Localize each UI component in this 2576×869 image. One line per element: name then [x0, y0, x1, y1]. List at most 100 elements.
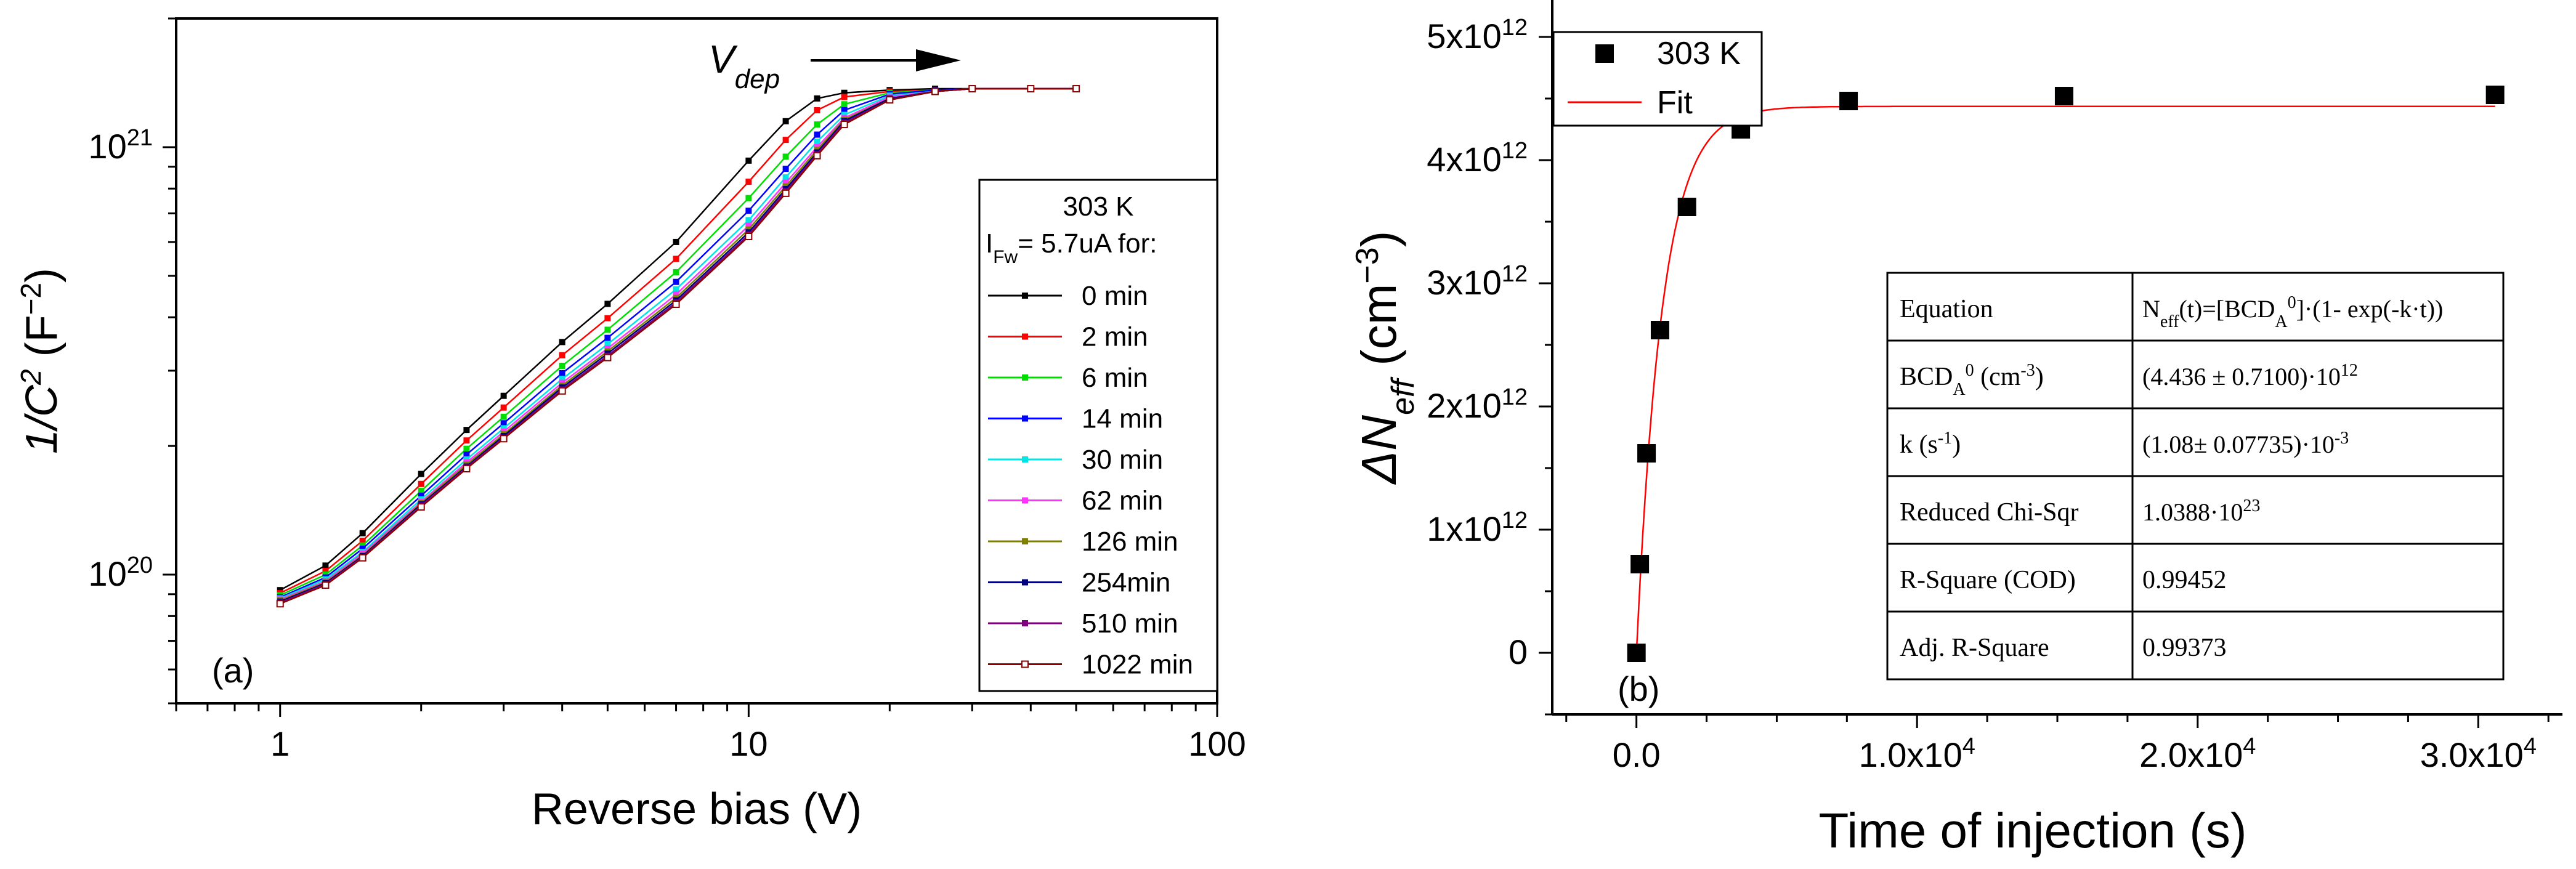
series-point	[782, 174, 789, 180]
k-label-main: k (s	[1900, 430, 1938, 459]
bcd-part-zero: 0	[1966, 361, 1974, 380]
panel-b-axis-ticks: 0.0 1.0x104 2.0x104 3.0x10401x10122x10123x1…	[1427, 15, 2550, 774]
y-tick-label-exp: 12	[1502, 138, 1528, 164]
y-tick-label-exp: 12	[1502, 261, 1528, 287]
x-tick-label: 3.0x104	[2420, 734, 2537, 774]
series-point	[673, 238, 679, 245]
legend-marker	[1022, 415, 1028, 422]
series-point	[673, 291, 679, 298]
series-point	[418, 492, 424, 499]
series-point	[359, 538, 366, 544]
bcd-value-main: (4.436 ± 0.7100)·10	[2142, 363, 2341, 390]
series-point	[500, 392, 507, 399]
legend-fit-label: Fit	[1657, 85, 1693, 121]
y-tick-label-exp: 12	[1502, 507, 1528, 533]
y-tick-label: 0	[1509, 633, 1528, 671]
panel-b-fit-group	[1635, 105, 2495, 653]
series-point	[814, 95, 820, 102]
y-tick-label: 4x1012	[1427, 138, 1528, 179]
series-point	[358, 554, 367, 562]
series-point	[604, 354, 612, 362]
fit-table-value-adj-rsquare: 0.99373	[2142, 634, 2227, 662]
series-point	[841, 89, 848, 96]
eq-part-eff: eff	[2160, 312, 2179, 331]
fit-table-value-k: (1.08± 0.07735)·10-3	[2142, 429, 2349, 459]
series-point	[745, 222, 752, 229]
series-point	[604, 341, 611, 347]
series-point	[418, 471, 424, 477]
k-value-main: (1.08± 0.07735)·10	[2142, 430, 2335, 458]
k-value-exp: -3	[2335, 429, 2349, 448]
legend-303k-label: 303 K	[1657, 36, 1741, 71]
series-point	[841, 94, 848, 100]
panel-a-legend-box	[978, 179, 1218, 692]
legend-label: 14 min	[1082, 404, 1163, 434]
series-point	[814, 139, 820, 145]
x-tick-label-exp: 4	[1962, 734, 1975, 759]
eq-part-zero: 0	[2288, 293, 2296, 312]
y-tick-label: 1020	[88, 552, 153, 593]
series-line-3	[280, 87, 1076, 599]
series-point	[814, 107, 820, 114]
eq-part-tail: ]·(1- exp(-k·t))	[2296, 295, 2444, 323]
y-tick-label-exp: 21	[127, 125, 153, 151]
series-point	[841, 107, 848, 114]
k-label-close: )	[1952, 430, 1961, 459]
series-point	[745, 217, 752, 224]
y-tick-label: 1x1012	[1427, 507, 1528, 548]
fit-table-label-rsquare: R-Square (COD)	[1900, 566, 2076, 594]
legend-marker	[1022, 620, 1028, 626]
panel-a-ylabel-sup: 2	[15, 369, 47, 386]
legend-label: 2 min	[1082, 322, 1148, 352]
series-point	[841, 111, 848, 118]
series-line-0	[280, 87, 1076, 591]
panel-b-ylabel-delta: ΔN	[1351, 415, 1406, 485]
data-point	[2054, 87, 2073, 105]
eq-part-a: A	[2275, 312, 2288, 331]
legend-303k-marker	[1595, 44, 1614, 63]
legend-title-current-main: I	[986, 228, 993, 259]
series-point	[782, 166, 789, 172]
legend-marker	[1022, 293, 1028, 299]
x-tick-label: 2.0x104	[2139, 734, 2256, 774]
series-point	[359, 545, 366, 552]
series-point	[745, 157, 752, 164]
series-point	[500, 420, 507, 427]
series-point	[745, 208, 752, 214]
series-point	[463, 437, 470, 444]
series-point	[841, 101, 848, 108]
series-point	[813, 152, 821, 160]
y-tick-label-base: 5x10	[1427, 17, 1501, 55]
panel-a-x-axis-label: Reverse bias (V)	[532, 785, 862, 834]
panel-a-ylabel-unit-sup: −2	[15, 283, 47, 315]
series-point	[463, 427, 470, 434]
legend-label: 126 min	[1082, 527, 1178, 557]
data-point	[1650, 321, 1669, 339]
panel-a-legend: 303 K IFw= 5.7uA for: 0 min 2 min 6 min 14 …	[978, 179, 1218, 692]
panel-a-legend-items: 0 min 2 min 6 min 14 min 30 min 62 min 126 min…	[988, 281, 1193, 680]
series-point	[745, 195, 752, 201]
fit-table-value-rsquare: 0.99452	[2142, 566, 2227, 594]
y-tick-label-base: 2x10	[1427, 386, 1501, 425]
panel-b-legend: 303 K Fit	[1552, 31, 1763, 127]
panel-a-y-axis-label: 1/C2 (F−2)	[15, 268, 67, 454]
panel-a-series-group	[276, 85, 1080, 608]
y-tick-label-base: 10	[88, 554, 126, 593]
panel-b-ylabel-unit-sup: −3	[1350, 247, 1385, 283]
legend-label: 30 min	[1082, 445, 1163, 475]
panel-a-label: (a)	[212, 651, 254, 690]
data-point	[1677, 198, 1696, 216]
legend-label: 0 min	[1082, 281, 1148, 311]
legend-label: 254min	[1082, 568, 1170, 598]
panel-a-ylabel-unit: (F	[17, 315, 67, 369]
fit-table-label-k: k (s-1)	[1900, 429, 1961, 459]
bcd-value-exp: 12	[2341, 361, 2358, 380]
series-point	[359, 530, 366, 536]
series-point	[782, 189, 790, 197]
series-point	[1027, 85, 1035, 93]
panel-b-chart: Equation Neff(t)=[BCDA0]·(1- exp(-k·t)) …	[1350, 0, 2562, 858]
fit-table-value-bcd: (4.436 ± 0.7100)·1012	[2142, 361, 2358, 391]
series-point	[559, 376, 565, 382]
